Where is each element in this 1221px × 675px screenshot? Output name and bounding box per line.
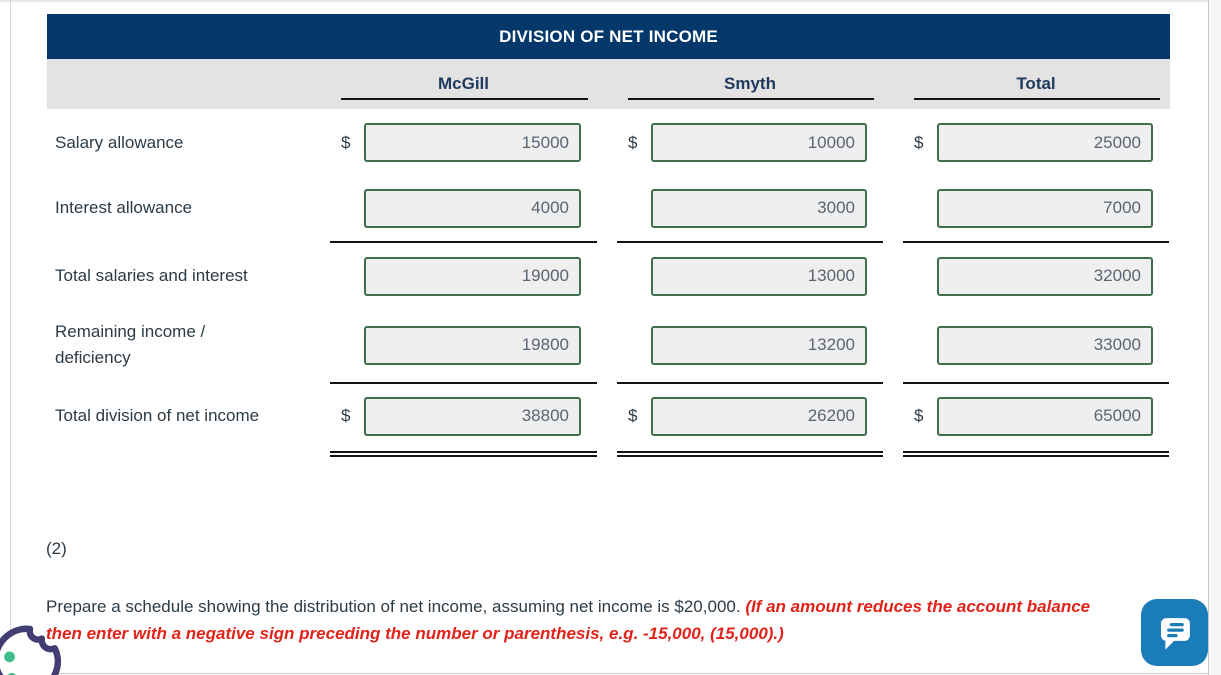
rule-line: [617, 241, 883, 243]
total-division-mcgill-input[interactable]: [364, 396, 581, 436]
total-salaries-total-input[interactable]: [937, 256, 1153, 296]
table-row-remaining-income: Remaining income / deficiency: [47, 309, 1170, 381]
column-header-row: McGill Smyth Total: [47, 59, 1170, 109]
header-underline: [628, 98, 874, 100]
remaining-income-total-input[interactable]: [937, 325, 1153, 365]
total-division-total-input[interactable]: [937, 396, 1153, 436]
division-of-net-income-table: DIVISION OF NET INCOME McGill Smyth Tota…: [47, 14, 1170, 458]
rule-line: [330, 382, 597, 384]
double-rule-line: [903, 451, 1169, 458]
cell-smyth: [617, 256, 883, 296]
currency-symbol: $: [341, 132, 351, 152]
row-label: Total salaries and interest: [55, 266, 248, 285]
salary-allowance-smyth-input[interactable]: [651, 123, 867, 162]
chat-bubble-icon: [1160, 617, 1190, 650]
double-rule-line: [330, 451, 597, 458]
column-header-label: Total: [1016, 74, 1056, 93]
double-rule-line: [617, 451, 883, 458]
cell-mcgill: $: [330, 396, 597, 436]
cell-total: [903, 256, 1169, 296]
cookie-icon: [0, 625, 62, 675]
remaining-income-mcgill-input[interactable]: [364, 325, 581, 365]
total-salaries-mcgill-input[interactable]: [364, 256, 581, 296]
header-underline: [341, 98, 588, 100]
right-hairline: [1208, 0, 1209, 675]
double-rule-row: [47, 450, 1170, 458]
currency-symbol: $: [341, 406, 351, 425]
rule-line: [330, 241, 597, 243]
chat-button[interactable]: [1141, 599, 1208, 666]
cell-total: $: [903, 396, 1169, 436]
table-row-salary-allowance: Salary allowance $ $ $: [47, 109, 1170, 176]
column-header-spacer: [47, 59, 330, 109]
cell-smyth: $: [617, 123, 883, 162]
table-title: DIVISION OF NET INCOME: [47, 14, 1170, 59]
interest-allowance-smyth-input[interactable]: [651, 188, 867, 228]
prompt-note-red: (If an amount reduces the account balanc…: [46, 597, 1091, 643]
right-gutter: [1209, 0, 1221, 675]
question-number: (2): [46, 539, 67, 558]
cell-smyth: $: [617, 396, 883, 436]
total-salaries-smyth-input[interactable]: [651, 256, 867, 296]
cell-smyth: [617, 325, 883, 365]
cell-total: [903, 188, 1169, 228]
table-row-total-salaries-interest: Total salaries and interest: [47, 243, 1170, 309]
column-header-label: Smyth: [724, 74, 776, 93]
currency-symbol: $: [914, 406, 924, 425]
remaining-income-smyth-input[interactable]: [651, 325, 867, 365]
rule-line: [903, 241, 1169, 243]
salary-allowance-mcgill-input[interactable]: [364, 123, 581, 162]
column-header-smyth: Smyth: [617, 59, 883, 109]
rule-line: [903, 382, 1169, 384]
interest-allowance-mcgill-input[interactable]: [364, 188, 581, 228]
table-row-total-division: Total division of net income $ $ $: [47, 384, 1170, 448]
column-header-total: Total: [903, 59, 1169, 109]
table-row-interest-allowance: Interest allowance: [47, 176, 1170, 240]
column-header-mcgill: McGill: [330, 59, 597, 109]
cell-total: [903, 325, 1169, 365]
currency-symbol: $: [628, 132, 638, 152]
row-label: Total division of net income: [55, 406, 260, 425]
single-rule-row: [47, 240, 1170, 243]
bottom-hairline: [11, 673, 1208, 674]
rule-line: [617, 382, 883, 384]
single-rule-row: [47, 381, 1170, 384]
left-hairline: [10, 0, 11, 675]
cell-mcgill: $: [330, 123, 597, 162]
row-label: Remaining income / deficiency: [55, 322, 206, 367]
row-label: Salary allowance: [55, 132, 184, 152]
currency-symbol: $: [628, 406, 638, 425]
interest-allowance-total-input[interactable]: [937, 188, 1153, 228]
question-prompt: Prepare a schedule showing the distribut…: [46, 593, 1128, 647]
total-division-smyth-input[interactable]: [651, 396, 867, 436]
cell-total: $: [903, 123, 1169, 162]
column-header-label: McGill: [437, 74, 489, 93]
cell-mcgill: [330, 256, 597, 296]
salary-allowance-total-input[interactable]: [937, 123, 1153, 162]
top-hairline: [0, 0, 1221, 2]
cell-mcgill: [330, 325, 597, 365]
cell-smyth: [617, 188, 883, 228]
prompt-text: Prepare a schedule showing the distribut…: [46, 597, 741, 616]
header-underline: [914, 98, 1160, 100]
row-label: Interest allowance: [55, 198, 193, 217]
currency-symbol: $: [914, 132, 924, 152]
cell-mcgill: [330, 188, 597, 228]
